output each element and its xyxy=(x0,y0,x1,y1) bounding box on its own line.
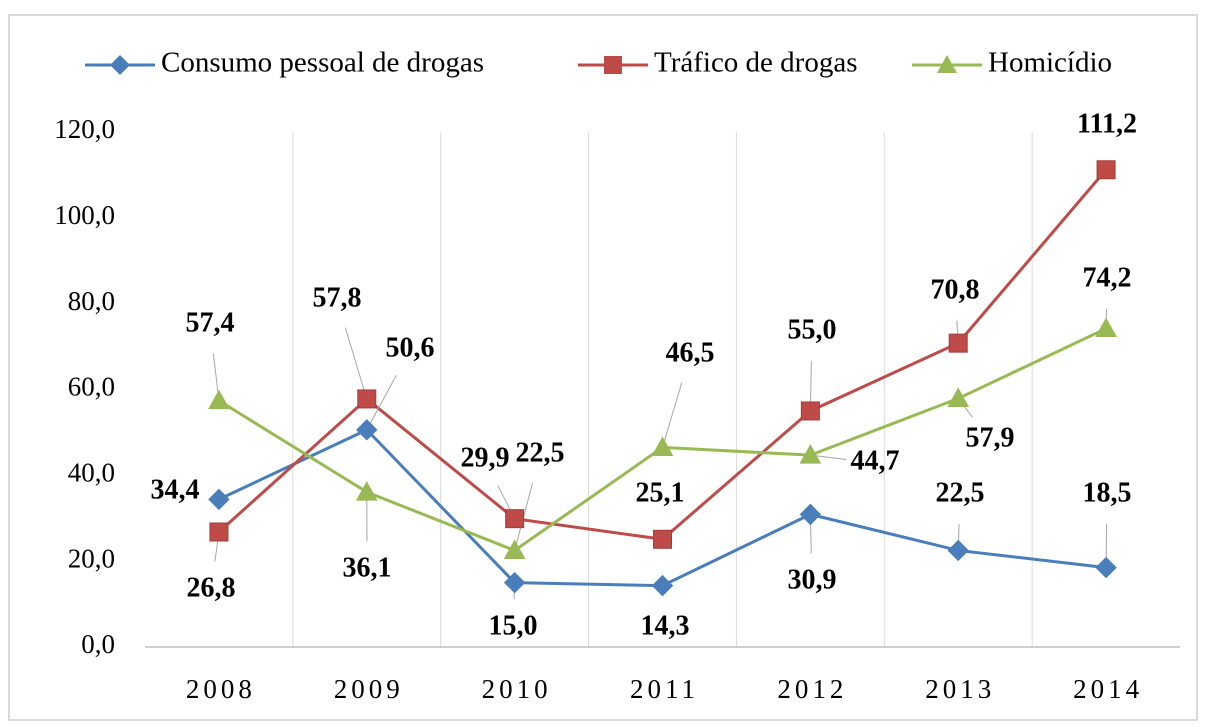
value-label: 74,2 xyxy=(1083,262,1132,293)
marker xyxy=(208,488,230,511)
x-tick-label: 2008 xyxy=(186,674,256,704)
marker xyxy=(947,387,970,408)
leader-line xyxy=(662,382,683,448)
marker xyxy=(1095,556,1117,579)
value-label: 70,8 xyxy=(931,274,980,305)
marker xyxy=(799,444,822,464)
value-label: 57,9 xyxy=(966,422,1015,453)
legend-marker xyxy=(110,55,130,75)
marker xyxy=(209,522,229,542)
legend-marker xyxy=(937,55,957,73)
value-label: 34,4 xyxy=(151,474,200,505)
x-tick-label: 2013 xyxy=(925,674,995,704)
x-tick-label: 2011 xyxy=(630,674,699,704)
x-tick-label: 2014 xyxy=(1073,674,1143,704)
value-label: 25,1 xyxy=(636,477,685,508)
marker xyxy=(948,333,968,353)
value-label: 44,7 xyxy=(851,445,900,476)
legend-label: Tráfico de drogas xyxy=(654,47,858,79)
value-label: 46,5 xyxy=(666,337,715,368)
y-tick-label: 80,0 xyxy=(68,286,115,316)
x-tick-label: 2012 xyxy=(777,674,847,704)
legend-label: Homicídio xyxy=(988,47,1112,79)
leader-line xyxy=(366,375,397,431)
marker xyxy=(357,389,377,409)
y-tick-label: 20,0 xyxy=(68,543,115,573)
marker xyxy=(653,529,672,549)
marker xyxy=(503,571,526,594)
x-tick-label: 2009 xyxy=(334,674,404,704)
legend-marker xyxy=(604,56,622,74)
marker xyxy=(800,401,820,421)
marker xyxy=(505,509,525,529)
value-label: 55,0 xyxy=(788,314,837,345)
value-label: 50,6 xyxy=(386,332,435,363)
value-label: 26,8 xyxy=(187,572,236,603)
leader-line xyxy=(344,327,368,400)
value-label: 22,5 xyxy=(516,437,565,468)
marker xyxy=(651,436,674,456)
marker xyxy=(1096,160,1116,180)
value-label: 111,2 xyxy=(1077,108,1137,139)
x-tick-label: 2010 xyxy=(482,674,552,704)
y-tick-label: 60,0 xyxy=(68,372,115,402)
marker xyxy=(208,389,230,410)
chart-border xyxy=(8,14,1198,721)
value-label: 30,9 xyxy=(788,564,837,595)
marker xyxy=(799,503,822,526)
value-label: 14,3 xyxy=(641,610,690,641)
legend-label: Consumo pessoal de drogas xyxy=(161,47,484,79)
marker xyxy=(651,574,674,597)
value-label: 15,0 xyxy=(489,610,538,641)
y-tick-label: 120,0 xyxy=(54,114,115,144)
value-label: 57,8 xyxy=(313,282,362,313)
y-tick-label: 0,0 xyxy=(81,629,115,659)
value-label: 22,5 xyxy=(936,477,985,508)
marker xyxy=(947,539,969,562)
y-tick-label: 40,0 xyxy=(68,458,115,488)
value-label: 57,4 xyxy=(186,307,235,338)
value-label: 18,5 xyxy=(1083,477,1132,508)
marker xyxy=(355,481,378,501)
marker xyxy=(356,419,378,441)
marker xyxy=(1095,317,1117,338)
marker xyxy=(503,539,526,559)
value-label: 36,1 xyxy=(343,552,392,583)
value-label: 29,9 xyxy=(461,442,510,473)
y-tick-label: 100,0 xyxy=(54,200,115,230)
